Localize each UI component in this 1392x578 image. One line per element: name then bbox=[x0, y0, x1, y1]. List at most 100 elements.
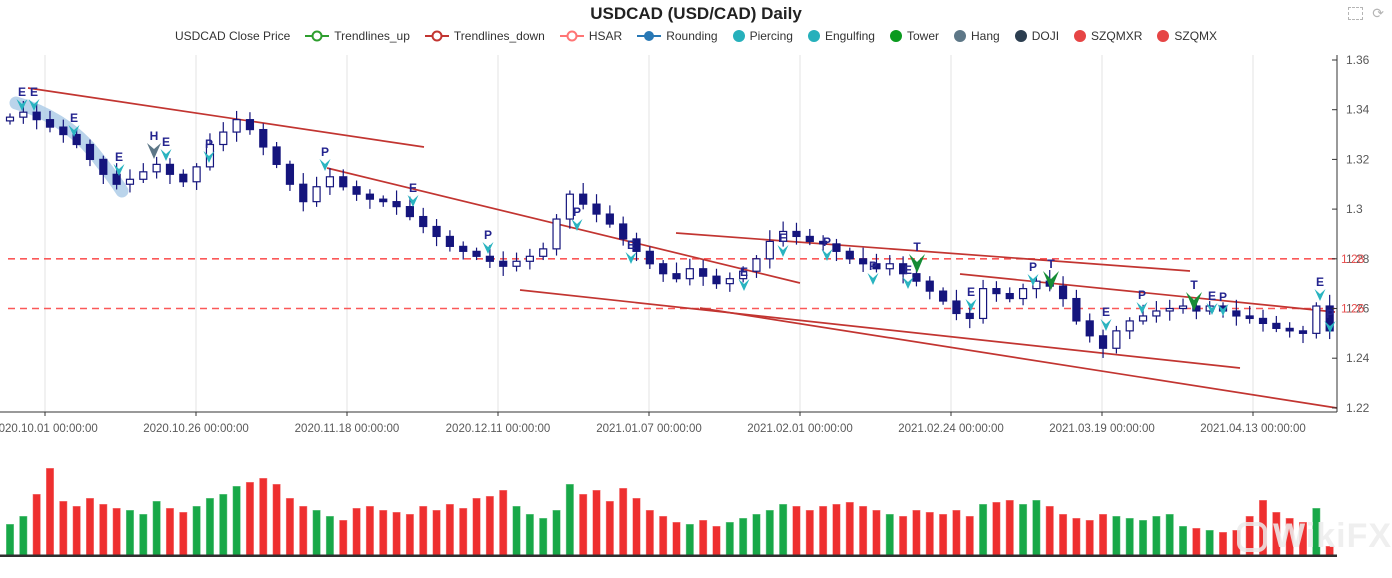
candle-body bbox=[565, 193, 574, 220]
volume-bar bbox=[1098, 513, 1108, 557]
legend-label: USDCAD Close Price bbox=[174, 29, 291, 43]
pattern-marker-letter: P bbox=[205, 137, 213, 151]
volume-bar bbox=[325, 515, 335, 557]
legend-marker-icon bbox=[559, 30, 584, 42]
candle-body bbox=[739, 270, 748, 280]
pattern-marker-engulfing-arrow-icon bbox=[1314, 289, 1326, 301]
volume-baseline bbox=[0, 554, 1337, 557]
candle-body bbox=[59, 126, 68, 136]
volume-bar bbox=[552, 509, 562, 557]
legend-item-doji[interactable]: DOJI bbox=[1014, 29, 1059, 43]
candle-body bbox=[659, 263, 668, 275]
volume-bar bbox=[1071, 517, 1081, 557]
volume-bar bbox=[498, 489, 508, 557]
legend-item-hang[interactable]: Hang bbox=[954, 29, 1000, 43]
legend-item-szqmx[interactable]: SZQMX bbox=[1157, 29, 1217, 43]
volume-bar bbox=[632, 497, 642, 557]
candle-body bbox=[1005, 292, 1014, 300]
candle-body bbox=[272, 146, 281, 165]
volume-bar bbox=[685, 523, 695, 557]
candle-body bbox=[432, 225, 441, 238]
volume-bar bbox=[778, 503, 788, 557]
volume-bar bbox=[672, 521, 681, 557]
candle-body bbox=[245, 119, 255, 131]
candle-body bbox=[1272, 322, 1281, 329]
pattern-marker-letter: E bbox=[904, 263, 912, 277]
pattern-marker-engulfing-arrow-icon bbox=[1206, 303, 1218, 315]
pattern-marker-tower-arrow-icon bbox=[909, 254, 925, 273]
volume-bar bbox=[232, 485, 242, 557]
legend-item-trendlines-up[interactable]: Trendlines_up bbox=[305, 29, 410, 43]
legend-item-trendlines-down[interactable]: Trendlines_down bbox=[424, 29, 545, 43]
candle-body bbox=[605, 213, 614, 225]
legend-item-rounding[interactable]: Rounding bbox=[637, 29, 718, 43]
candle-body bbox=[112, 173, 121, 185]
legend-item-tower[interactable]: Tower bbox=[889, 29, 939, 43]
volume-bar bbox=[898, 515, 908, 557]
legend-item-hsar[interactable]: HSAR bbox=[559, 29, 622, 43]
candle-body bbox=[699, 268, 708, 277]
pattern-marker-letter: P bbox=[1219, 290, 1227, 304]
volume-bar bbox=[871, 509, 881, 557]
pattern-marker-letter: E bbox=[70, 111, 78, 125]
pattern-marker-piercing-arrow-icon bbox=[482, 242, 494, 254]
volume-bar bbox=[592, 489, 602, 557]
trendline-down bbox=[519, 289, 1241, 369]
restore-icon[interactable]: ⟳ bbox=[1372, 5, 1384, 21]
volume-bar bbox=[1231, 529, 1241, 557]
trendline-down bbox=[699, 307, 1338, 409]
volume-bar bbox=[272, 483, 282, 557]
candle-body bbox=[1058, 285, 1068, 300]
legend-item-szqmxr[interactable]: SZQMXR bbox=[1074, 29, 1142, 43]
pattern-marker-letter: E bbox=[1102, 305, 1110, 319]
volume-bar bbox=[818, 505, 828, 557]
x-axis-label: 2020.12.11 00:00:00 bbox=[446, 423, 551, 435]
volume-bar bbox=[765, 509, 775, 557]
candle-body bbox=[938, 290, 948, 302]
volume-bar bbox=[378, 509, 388, 557]
toolbox: ⟳ bbox=[1348, 5, 1384, 21]
candle-body bbox=[405, 206, 414, 218]
volume-bar bbox=[258, 477, 268, 557]
pattern-marker-piercing-arrow-icon bbox=[203, 151, 215, 163]
candle-body bbox=[845, 250, 854, 260]
volume-bar bbox=[1085, 519, 1095, 557]
volume-bar bbox=[605, 500, 615, 557]
pattern-marker-letter: H bbox=[150, 129, 159, 143]
legend-item-piercing[interactable]: Piercing bbox=[732, 29, 793, 43]
volume-bar bbox=[1111, 515, 1121, 557]
volume-bar bbox=[205, 497, 215, 557]
candle-body bbox=[805, 235, 814, 243]
candle-body bbox=[1098, 335, 1108, 349]
volume-bar bbox=[1058, 513, 1068, 557]
candle-body bbox=[619, 223, 628, 240]
candle-body bbox=[1258, 317, 1268, 325]
candle-body bbox=[379, 198, 388, 203]
pattern-marker-letter: P bbox=[869, 259, 877, 273]
candle-body bbox=[485, 255, 494, 262]
volume-bar bbox=[711, 525, 721, 557]
volume-bar bbox=[1178, 525, 1188, 557]
candle-body bbox=[19, 111, 28, 118]
pattern-marker-tower-arrow-icon bbox=[1043, 271, 1059, 290]
trendline-down bbox=[959, 273, 1336, 313]
volume-bar bbox=[112, 507, 122, 557]
pattern-marker-letter: E bbox=[409, 181, 417, 195]
volume-bar bbox=[1005, 499, 1015, 557]
area-zoom-icon[interactable] bbox=[1348, 7, 1364, 20]
legend-item-engulfing[interactable]: Engulfing bbox=[807, 29, 875, 43]
candle-body bbox=[85, 143, 95, 161]
volume-bar bbox=[72, 505, 82, 557]
candle-body bbox=[392, 201, 401, 208]
pattern-marker-piercing-arrow-icon bbox=[1324, 321, 1336, 333]
volume-bar bbox=[525, 513, 535, 557]
volume-bar bbox=[1205, 529, 1215, 557]
pattern-marker-letter: E bbox=[627, 238, 635, 252]
volume-bar bbox=[938, 513, 948, 557]
chart-title: USDCAD (USD/CAD) Daily bbox=[590, 4, 802, 23]
legend-item-usdcad-close-price[interactable]: USDCAD Close Price bbox=[175, 29, 290, 43]
x-axis-label: 2021.02.01 00:00:00 bbox=[747, 423, 853, 435]
volume-bar bbox=[312, 509, 322, 557]
candle-body bbox=[232, 119, 241, 133]
